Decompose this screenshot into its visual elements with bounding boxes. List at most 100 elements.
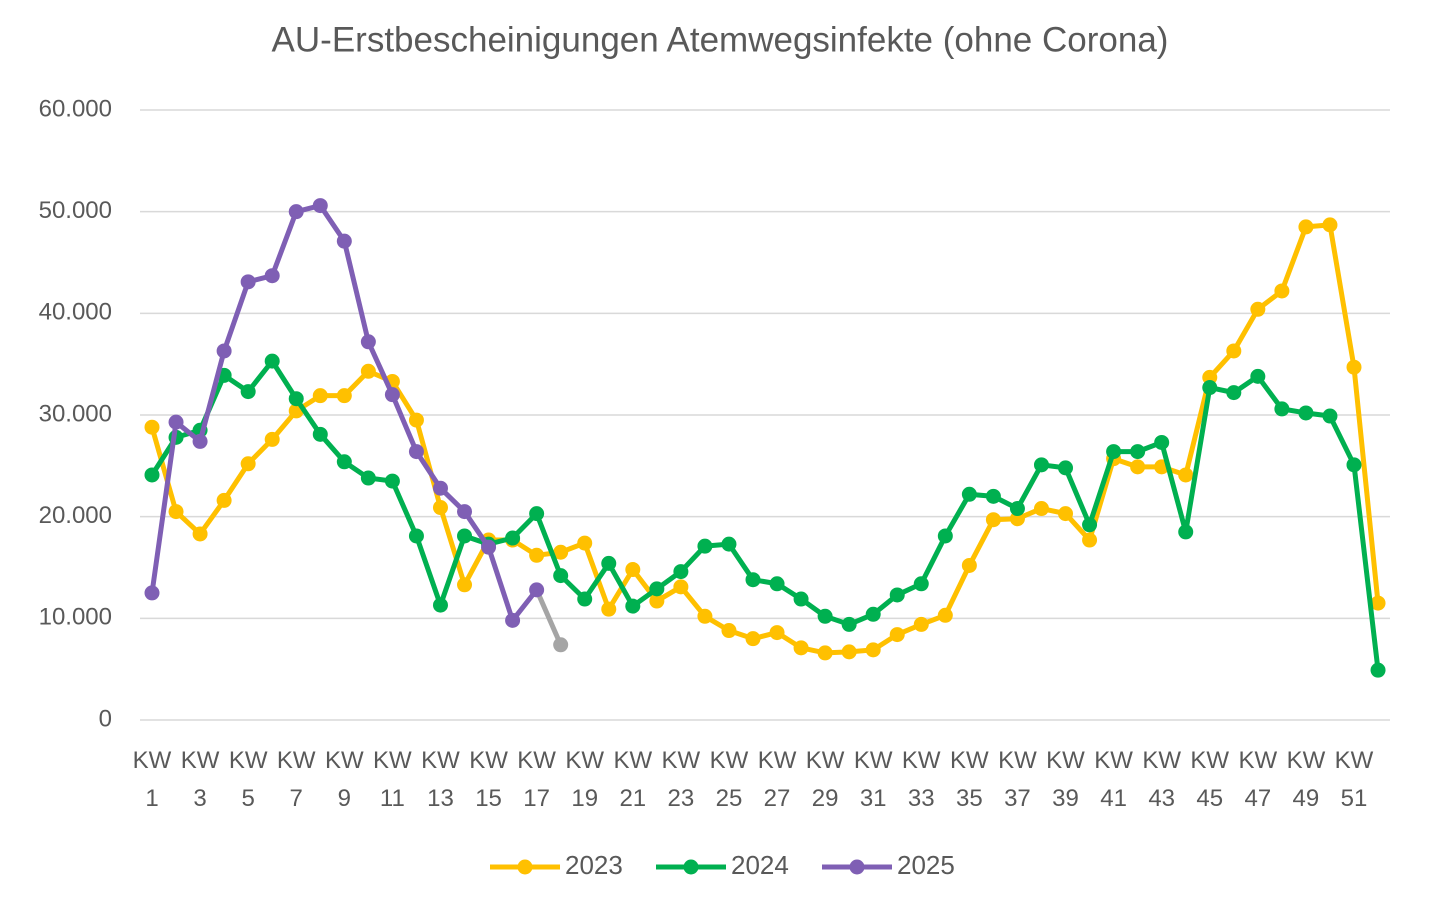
data-point xyxy=(1250,301,1266,317)
y-tick-label: 30.000 xyxy=(39,400,112,427)
data-point xyxy=(553,637,569,653)
data-point xyxy=(1130,444,1146,460)
legend-label: 2023 xyxy=(565,850,623,880)
data-point xyxy=(408,412,424,428)
data-point xyxy=(721,536,737,552)
data-point xyxy=(481,539,497,555)
data-point xyxy=(913,616,929,632)
data-point xyxy=(168,414,184,430)
data-point xyxy=(913,576,929,592)
data-point xyxy=(360,363,376,379)
data-point xyxy=(505,530,521,546)
data-point xyxy=(1178,524,1194,540)
data-point xyxy=(1298,405,1314,421)
x-tick-label: KW 19 xyxy=(565,747,605,812)
data-point xyxy=(529,547,545,563)
x-tick-label: KW 41 xyxy=(1094,747,1133,812)
data-point xyxy=(985,512,1001,528)
data-point xyxy=(1370,595,1386,611)
data-point xyxy=(697,608,713,624)
data-point xyxy=(312,426,328,442)
data-point xyxy=(529,506,545,522)
y-tick-label: 0 xyxy=(99,705,112,732)
data-point xyxy=(1370,662,1386,678)
data-point xyxy=(865,642,881,658)
data-point xyxy=(1274,283,1290,299)
y-tick-label: 60.000 xyxy=(39,95,112,122)
data-point xyxy=(288,204,304,220)
x-tick-label: KW 1 xyxy=(132,747,172,812)
data-point xyxy=(264,431,280,447)
data-point xyxy=(1130,459,1146,475)
series-line xyxy=(149,222,1381,656)
data-point xyxy=(625,598,641,614)
data-point xyxy=(817,645,833,661)
x-tick-label: KW 45 xyxy=(1190,747,1230,812)
x-tick-label: KW 43 xyxy=(1142,747,1181,812)
data-point xyxy=(1322,408,1338,424)
data-point xyxy=(577,535,593,551)
data-point xyxy=(1082,532,1098,548)
data-point xyxy=(553,544,569,560)
data-point xyxy=(1346,359,1362,375)
data-point xyxy=(1250,368,1266,384)
data-point xyxy=(240,384,256,400)
x-tick-label: KW 27 xyxy=(757,747,797,812)
data-point xyxy=(505,612,521,628)
data-point xyxy=(985,488,1001,504)
data-point xyxy=(961,557,977,573)
data-point xyxy=(961,486,977,502)
data-point xyxy=(457,528,473,544)
data-point xyxy=(1082,517,1098,533)
data-point xyxy=(1226,385,1242,401)
data-point xyxy=(1202,380,1218,396)
data-point xyxy=(384,387,400,403)
data-point xyxy=(1033,501,1049,517)
data-point xyxy=(1274,401,1290,417)
data-point xyxy=(577,591,593,607)
data-point xyxy=(841,616,857,632)
data-point xyxy=(673,579,689,595)
y-tick-label: 20.000 xyxy=(39,502,112,529)
data-point xyxy=(312,198,328,214)
y-tick-label: 40.000 xyxy=(39,299,112,326)
x-tick-label: KW 11 xyxy=(373,747,412,812)
x-tick-label: KW 47 xyxy=(1238,747,1278,812)
data-point xyxy=(168,504,184,520)
x-tick-label: KW 21 xyxy=(613,747,653,812)
data-point xyxy=(144,419,160,435)
x-tick-label: KW 37 xyxy=(998,747,1037,812)
data-point xyxy=(336,388,352,404)
data-point xyxy=(865,606,881,622)
data-point xyxy=(745,572,761,588)
data-point xyxy=(384,473,400,489)
x-tick-label: KW 35 xyxy=(950,747,989,812)
data-point xyxy=(216,343,232,359)
legend-marker xyxy=(517,859,533,875)
data-point xyxy=(1058,506,1074,522)
legend-label: 2025 xyxy=(897,850,955,880)
x-tick-label: KW 9 xyxy=(324,747,364,812)
x-tick-label: KW 49 xyxy=(1286,747,1326,812)
data-point xyxy=(264,353,280,369)
data-point xyxy=(673,564,689,580)
data-point xyxy=(601,555,617,571)
x-tick-label: KW 29 xyxy=(805,747,845,812)
data-point xyxy=(697,538,713,554)
data-point xyxy=(1226,343,1242,359)
data-point xyxy=(288,391,304,407)
data-point xyxy=(721,623,737,639)
data-point xyxy=(192,526,208,542)
data-point xyxy=(432,597,448,613)
data-point xyxy=(240,274,256,290)
x-tick-label: KW 3 xyxy=(180,747,220,812)
legend-label: 2024 xyxy=(731,850,789,880)
data-point xyxy=(889,587,905,603)
data-point xyxy=(1009,501,1025,517)
data-point xyxy=(793,591,809,607)
legend-marker xyxy=(683,859,699,875)
chart-title: AU-Erstbescheinigungen Atemwegsinfekte (… xyxy=(272,20,1169,59)
data-point xyxy=(937,607,953,623)
